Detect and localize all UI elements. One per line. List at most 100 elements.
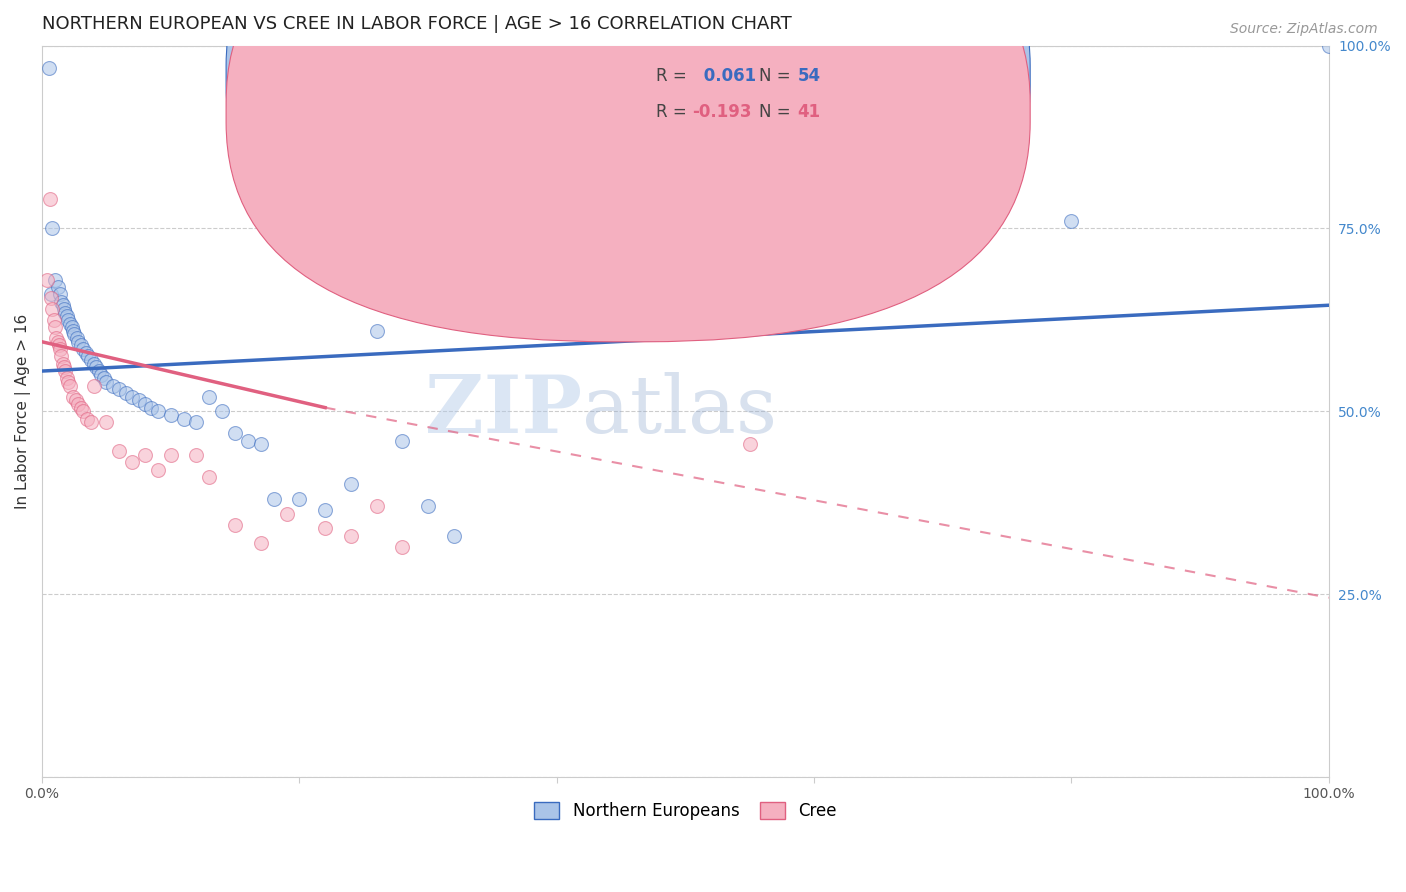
Point: [141, 401, 163, 415]
Point: [134, 448, 156, 462]
Point: [48, 338, 70, 352]
Point: [46, 334, 69, 349]
Point: [38, 192, 60, 206]
Point: [391, 540, 413, 554]
Point: [39, 291, 62, 305]
Point: [52, 298, 75, 312]
Point: [59, 378, 82, 392]
Point: [46, 280, 69, 294]
Legend: Northern Europeans, Cree: Northern Europeans, Cree: [527, 796, 844, 827]
Point: [39, 287, 62, 301]
Point: [83, 357, 105, 371]
Point: [159, 448, 181, 462]
Point: [80, 353, 103, 368]
Point: [121, 390, 143, 404]
Point: [443, 528, 465, 542]
Point: [51, 350, 73, 364]
Y-axis label: In Labor Force | Age > 16: In Labor Force | Age > 16: [15, 314, 31, 509]
Point: [67, 334, 90, 349]
Text: atlas: atlas: [582, 372, 778, 450]
Point: [114, 386, 136, 401]
Point: [128, 393, 150, 408]
Text: N =: N =: [759, 103, 790, 121]
Point: [224, 426, 246, 441]
Point: [96, 415, 118, 429]
Point: [69, 401, 91, 415]
FancyBboxPatch shape: [226, 0, 1031, 305]
Text: NORTHERN EUROPEAN VS CREE IN LABOR FORCE | AGE > 16 CORRELATION CHART: NORTHERN EUROPEAN VS CREE IN LABOR FORCE…: [42, 15, 792, 33]
Point: [236, 434, 259, 448]
Text: R =: R =: [655, 103, 686, 121]
Point: [45, 331, 67, 345]
Point: [340, 528, 363, 542]
Point: [314, 521, 336, 535]
Point: [134, 397, 156, 411]
Point: [41, 221, 63, 235]
Point: [146, 463, 169, 477]
Point: [80, 415, 103, 429]
Point: [44, 320, 66, 334]
Text: -0.193: -0.193: [692, 103, 751, 121]
Point: [121, 455, 143, 469]
Text: Source: ZipAtlas.com: Source: ZipAtlas.com: [1230, 22, 1378, 37]
Point: [198, 390, 221, 404]
Point: [366, 500, 388, 514]
Point: [76, 411, 98, 425]
Text: 54: 54: [797, 67, 821, 85]
Point: [53, 364, 76, 378]
Point: [44, 273, 66, 287]
Point: [42, 313, 65, 327]
Point: [108, 382, 131, 396]
Point: [51, 294, 73, 309]
Point: [416, 500, 439, 514]
Point: [186, 415, 208, 429]
Point: [72, 404, 94, 418]
Point: [75, 345, 97, 359]
Point: [391, 434, 413, 448]
Text: N =: N =: [759, 67, 790, 85]
Point: [263, 491, 285, 506]
Point: [186, 448, 208, 462]
Point: [59, 317, 82, 331]
Point: [96, 375, 118, 389]
Point: [41, 301, 63, 316]
Point: [62, 390, 84, 404]
Point: [53, 360, 76, 375]
Point: [53, 301, 76, 316]
Point: [55, 309, 77, 323]
Point: [84, 360, 107, 375]
Point: [62, 324, 84, 338]
Text: 0.061: 0.061: [699, 67, 756, 85]
Text: 41: 41: [797, 103, 821, 121]
Point: [159, 408, 181, 422]
Point: [83, 378, 105, 392]
Point: [72, 342, 94, 356]
Point: [101, 378, 124, 392]
Point: [173, 411, 195, 425]
Point: [66, 331, 89, 345]
Point: [49, 287, 72, 301]
Point: [250, 536, 273, 550]
Text: R =: R =: [655, 67, 692, 85]
Point: [56, 313, 79, 327]
Point: [198, 470, 221, 484]
FancyBboxPatch shape: [589, 49, 897, 141]
FancyBboxPatch shape: [226, 0, 1031, 342]
Point: [1317, 38, 1340, 53]
Point: [56, 375, 79, 389]
Point: [38, 61, 60, 75]
Point: [146, 404, 169, 418]
Point: [288, 491, 311, 506]
Point: [90, 368, 112, 382]
Point: [63, 327, 86, 342]
Point: [65, 393, 87, 408]
Point: [93, 371, 115, 385]
Point: [314, 503, 336, 517]
Point: [224, 517, 246, 532]
Point: [340, 477, 363, 491]
Point: [77, 350, 100, 364]
Point: [250, 437, 273, 451]
Text: ZIP: ZIP: [426, 372, 582, 450]
Point: [67, 397, 90, 411]
Point: [69, 338, 91, 352]
